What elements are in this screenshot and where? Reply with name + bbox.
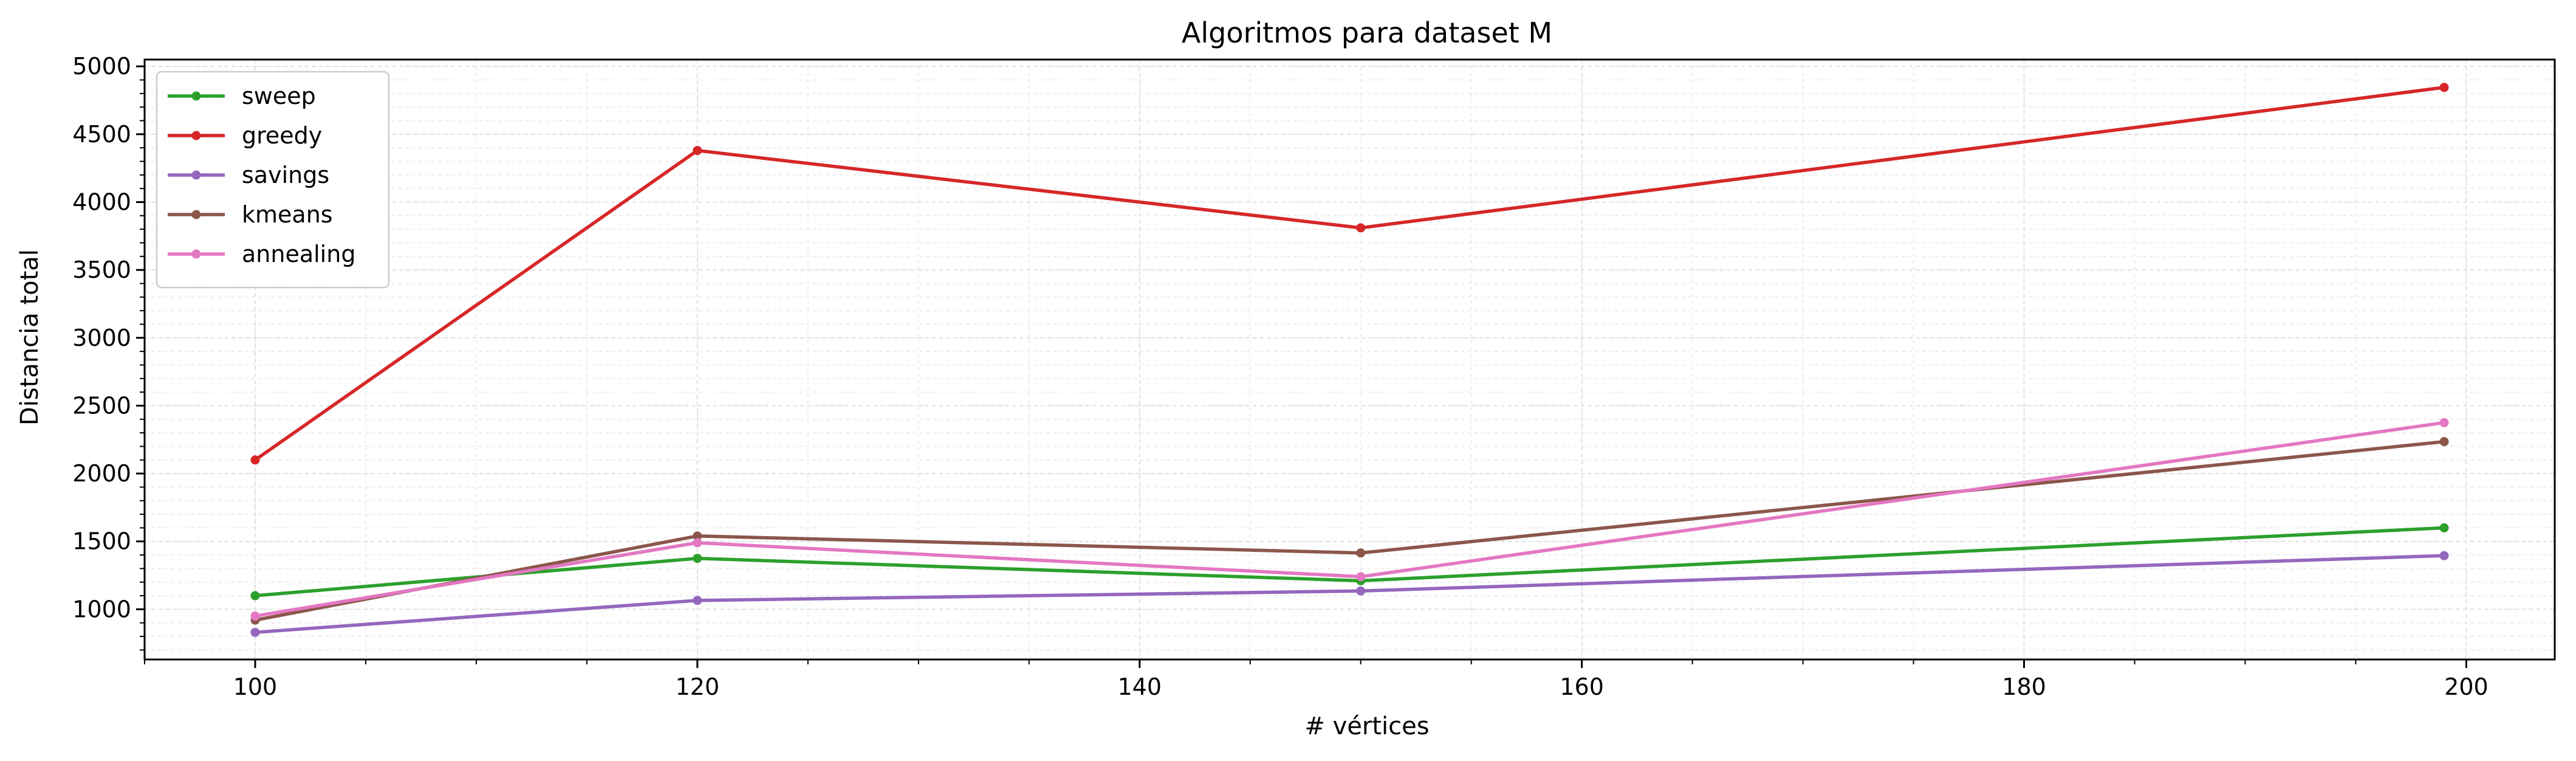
data-point [2439, 551, 2449, 560]
data-point [1356, 586, 1366, 596]
data-point [693, 538, 702, 548]
y-axis-label: Distancia total [16, 249, 44, 425]
data-point [250, 591, 260, 601]
legend-item-kmeans: kmeans [168, 201, 333, 228]
legend-label: sweep [242, 83, 316, 109]
y-tick-label: 1000 [72, 596, 131, 622]
y-tick-label: 3500 [72, 257, 131, 283]
axis-ticks: 100 120 140 160 180 200 1000 1500 2000 2500 3000 35… [72, 53, 2488, 700]
y-tick-label: 5000 [72, 53, 131, 80]
x-tick-label: 180 [2002, 673, 2046, 700]
y-tick-label: 3000 [72, 325, 131, 351]
x-tick-label: 100 [233, 673, 278, 700]
data-point [693, 531, 702, 541]
x-tick-label: 120 [676, 673, 720, 700]
legend-item-greedy: greedy [168, 122, 322, 149]
series-layer [250, 83, 2449, 637]
y-tick-label: 4000 [72, 188, 131, 215]
legend-label: kmeans [242, 201, 333, 228]
legend-marker [191, 210, 201, 219]
data-point [1356, 223, 1366, 233]
x-tick-label: 200 [2444, 673, 2489, 700]
series-line [255, 554, 2445, 635]
legend-marker [191, 131, 201, 140]
grid [144, 60, 2555, 659]
legend-item-savings: savings [168, 162, 329, 188]
data-point [1356, 572, 1366, 582]
data-point [2439, 83, 2449, 92]
chart-title: Algoritmos para dataset M [1182, 16, 1552, 49]
data-point [693, 554, 702, 563]
data-point [1356, 548, 1366, 558]
data-point [693, 146, 702, 156]
legend: sweep greedy savings kmeans annealing [156, 71, 390, 289]
data-point [693, 596, 702, 605]
series-savings [250, 551, 2449, 637]
data-point [250, 455, 260, 465]
series-annealing [250, 418, 2449, 621]
plot-frame [143, 58, 2556, 661]
legend-label: annealing [242, 241, 355, 267]
data-point [250, 611, 260, 621]
legend-marker [191, 91, 201, 101]
legend-label: savings [242, 162, 329, 188]
x-tick-label: 140 [1117, 673, 1162, 700]
legend-marker [191, 249, 201, 259]
data-point [2439, 418, 2449, 427]
x-axis-label: # vértices [1304, 712, 1429, 740]
legend-item-annealing: annealing [168, 241, 355, 267]
x-tick-label: 160 [1560, 673, 1604, 700]
data-point [2439, 523, 2449, 532]
series-kmeans [250, 437, 2449, 625]
y-tick-label: 4500 [72, 121, 131, 148]
y-tick-label: 2000 [72, 460, 131, 487]
legend-item-sweep: sweep [168, 83, 316, 109]
legend-box [156, 71, 390, 289]
data-point [2439, 437, 2449, 447]
y-tick-label: 2500 [72, 392, 131, 419]
y-tick-label: 1500 [72, 528, 131, 555]
series-greedy [250, 83, 2449, 465]
legend-label: greedy [242, 122, 322, 149]
data-point [250, 627, 260, 637]
series-line [255, 421, 2445, 618]
legend-marker [191, 170, 201, 180]
series-line [254, 86, 2445, 461]
